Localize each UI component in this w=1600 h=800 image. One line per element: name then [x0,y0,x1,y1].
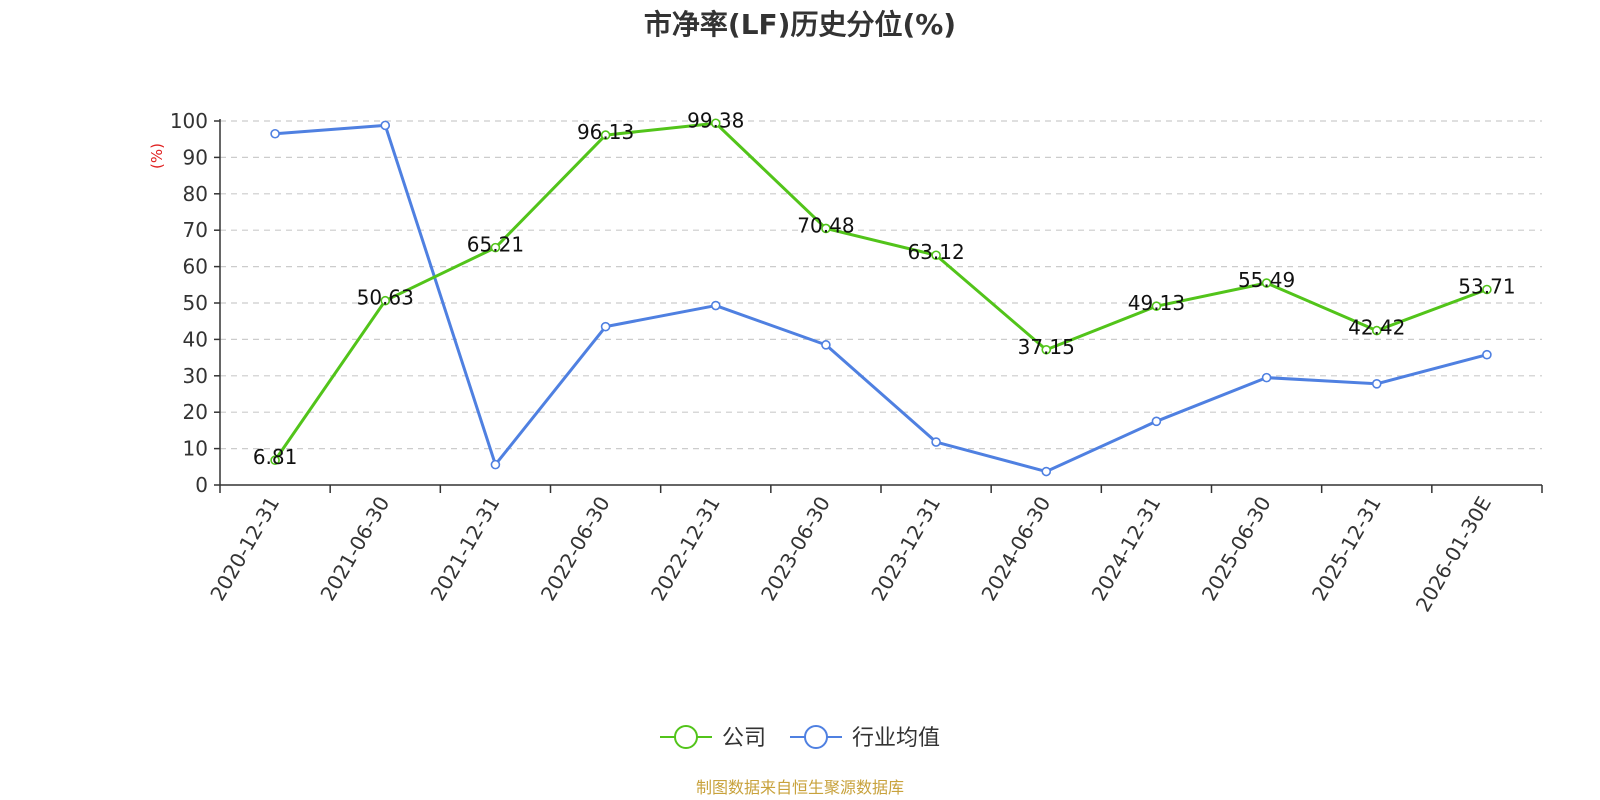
x-tick-label: 2022-12-31 [646,492,725,605]
y-axis-label: (%) [148,143,166,169]
y-tick-label: 80 [183,182,208,206]
data-point[interactable] [710,300,721,311]
chart-title: 市净率(LF)历史分位(%) [644,8,956,41]
data-point[interactable] [380,295,391,306]
data-label: 6.81 [253,445,298,469]
data-label: 37.15 [1018,335,1075,359]
data-point[interactable] [490,242,501,253]
y-tick-label: 20 [183,400,208,424]
data-point[interactable] [710,118,721,129]
x-tick-label: 2025-12-31 [1307,492,1386,605]
y-tick-label: 70 [183,218,208,242]
x-tick-label: 2024-06-30 [976,492,1055,605]
legend-label: 行业均值 [852,726,940,751]
data-label: 96.13 [577,120,634,144]
grid-lines [220,120,1542,450]
data-label: 50.63 [357,286,414,310]
data-label: 65.21 [467,233,524,257]
x-tick-label: 2023-06-30 [756,492,835,605]
data-point[interactable] [1482,284,1492,295]
data-point[interactable] [1371,325,1382,336]
legend-marker-icon [674,725,698,749]
y-tick-label: 90 [183,145,208,169]
x-tick-label: 2021-12-31 [426,492,505,605]
legend-item[interactable]: 公司 [660,725,766,751]
data-point[interactable] [600,321,611,332]
y-tick-label: 30 [183,364,208,388]
data-point[interactable] [1041,344,1052,355]
legend[interactable]: 公司 行业均值 [660,725,940,751]
series-line [274,123,1488,474]
y-tick-label: 100 [170,109,208,133]
legend-marker-icon [804,725,828,749]
data-point[interactable] [821,223,831,234]
y-tick-label: 40 [183,327,208,351]
y-tick-label: 60 [183,255,208,279]
data-point[interactable] [380,120,391,131]
data-point[interactable] [1261,278,1272,288]
data-point[interactable] [1151,416,1162,427]
data-point[interactable] [931,437,941,447]
y-tick-label: 0 [195,473,208,497]
source-note: 制图数据来自恒生聚源数据库 [696,778,904,797]
legend-item[interactable]: 行业均值 [790,725,940,751]
x-tick-labels: 2020-12-31 2021-06-30 2021-12-31 2022-06-30… [205,492,1496,616]
data-label: 63.12 [907,240,964,264]
legend-label: 公司 [722,726,766,751]
data-point[interactable] [931,250,941,261]
series-line [273,121,1488,462]
x-tick-label: 2020-12-31 [205,492,284,605]
y-tick-label: 50 [183,291,208,315]
data-point[interactable] [270,128,280,139]
x-tick-label: 2022-06-30 [536,492,615,605]
data-point[interactable] [1482,349,1492,360]
axes [214,119,1543,493]
data-label: 55.49 [1238,268,1295,292]
data-point[interactable] [600,130,611,140]
data-label: 42.42 [1348,316,1405,340]
x-tick-label: 2026-01-30E [1411,492,1496,616]
x-tick-label: 2024-12-31 [1087,492,1166,605]
data-point[interactable] [1041,466,1052,477]
data-point[interactable] [270,455,280,466]
data-label: 49.13 [1128,291,1185,315]
data-label: 70.48 [797,213,854,237]
x-tick-label: 2023-12-31 [866,492,945,605]
y-tick-labels: 0 10 20 30 40 50 60 70 80 90 100 [170,109,208,497]
data-point[interactable] [1261,372,1272,383]
data-labels: 6.81 50.63 65.21 96.13 99.38 70.48 63.12 37.15 4… [253,108,1516,469]
x-tick-label: 2025-06-30 [1197,492,1276,605]
data-label: 99.38 [687,108,744,132]
data-point[interactable] [490,459,501,470]
y-tick-label: 10 [183,437,208,461]
x-tick-label: 2021-06-30 [315,492,394,605]
data-point[interactable] [1151,301,1162,311]
data-point[interactable] [821,340,831,350]
series-lines [270,118,1492,477]
data-point[interactable] [1371,379,1382,389]
data-label: 53.71 [1458,274,1515,298]
